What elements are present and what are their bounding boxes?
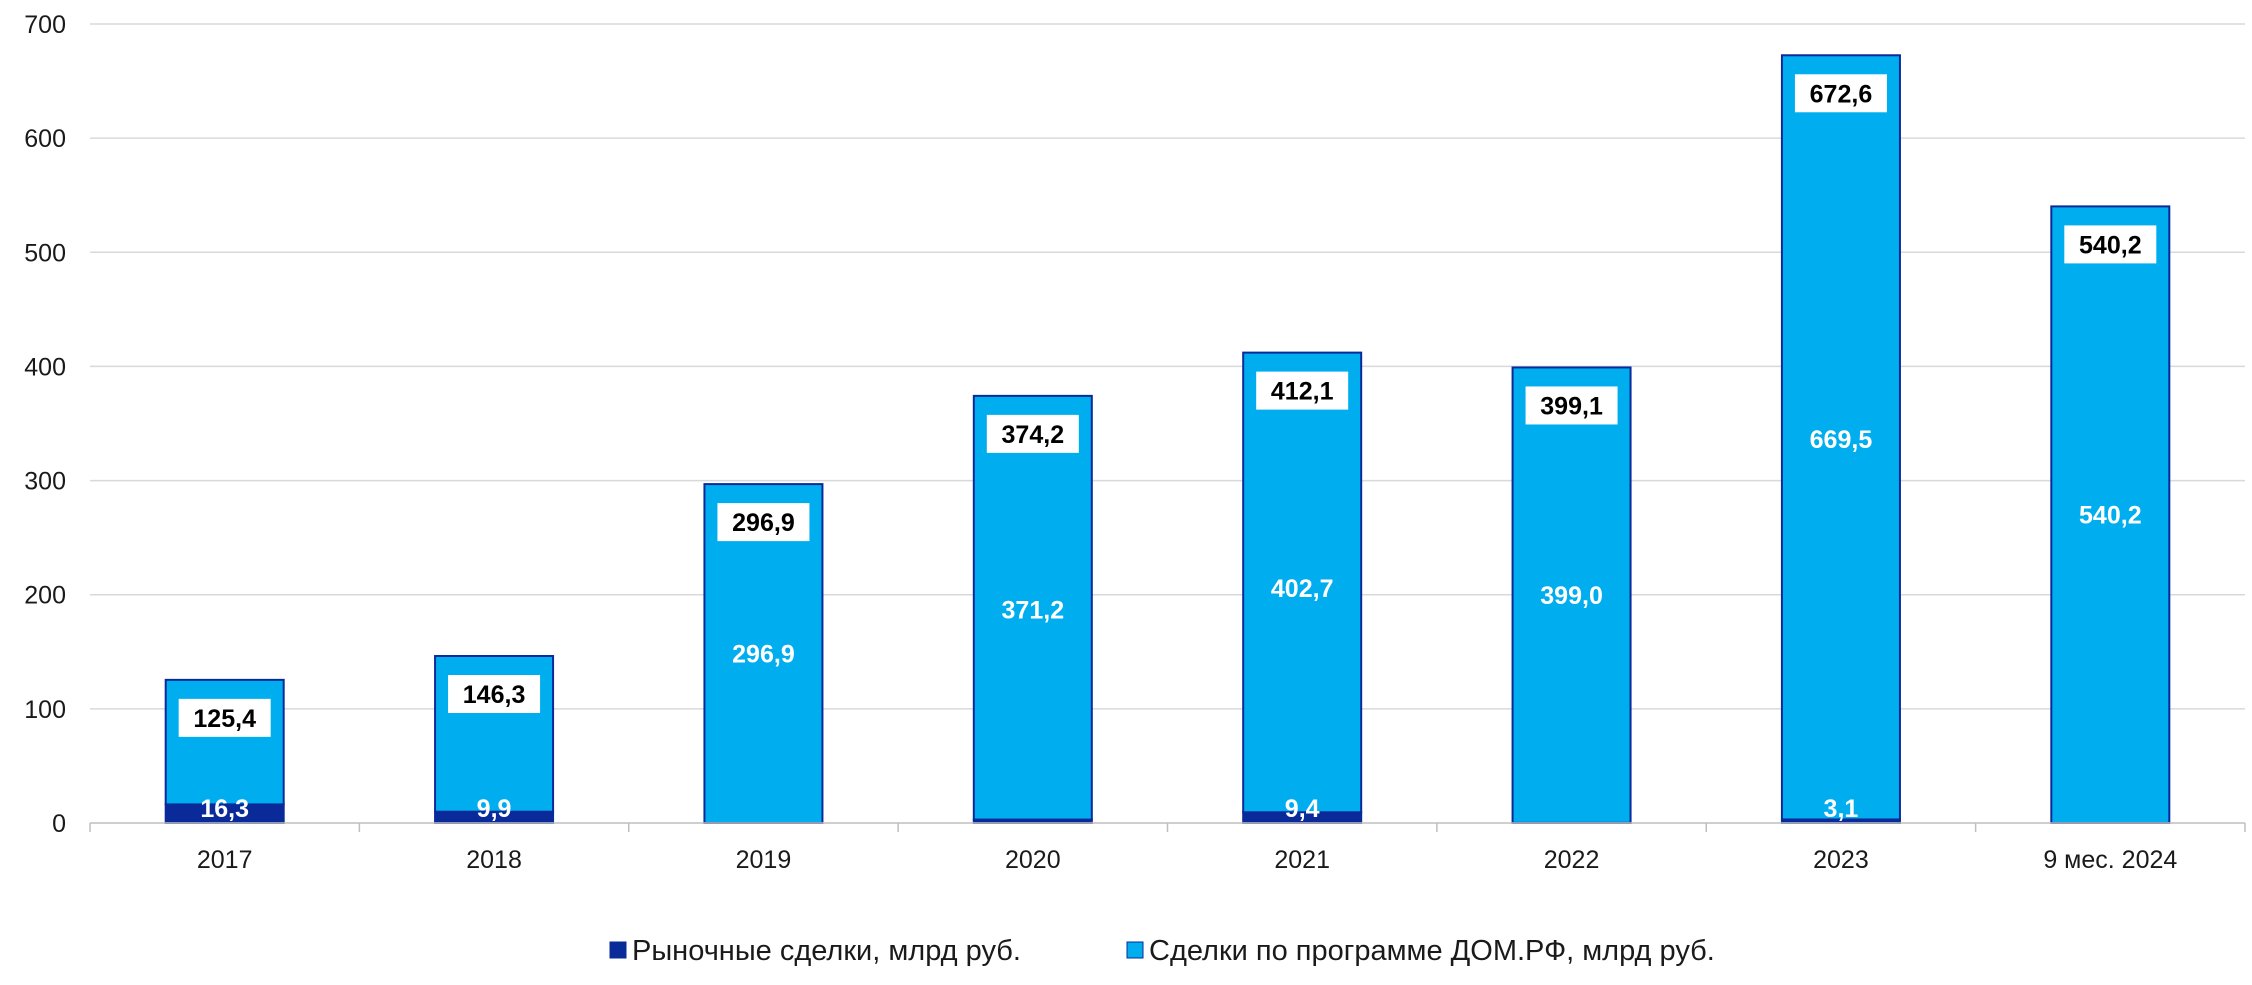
gridlines (90, 24, 2245, 709)
total-label: 412,1 (1271, 378, 1334, 406)
y-tick-label: 600 (24, 125, 66, 153)
bar-segment-domrf (166, 680, 284, 805)
y-tick-label: 300 (24, 468, 66, 496)
x-tick-label: 2017 (197, 846, 253, 874)
y-tick-label: 500 (24, 239, 66, 267)
legend: Рыночные сделки, млрд руб. Сделки по прог… (610, 935, 1715, 967)
y-tick-label: 700 (24, 11, 66, 39)
x-tick-label: 9 мес. 2024 (2043, 846, 2177, 874)
y-tick-label: 100 (24, 696, 66, 724)
total-label: 374,2 (1002, 421, 1065, 449)
total-label: 296,9 (732, 509, 795, 537)
data-label-domrf: 669,5 (1810, 426, 1873, 454)
legend-swatch (610, 942, 626, 958)
x-tick-label: 2021 (1274, 846, 1330, 874)
x-axis: 2017 2018 2019 2020 2021 2022 2023 9 мес. 2024 (90, 823, 2245, 874)
total-label: 399,1 (1540, 392, 1603, 420)
data-label-domrf: 540,2 (2079, 502, 2142, 530)
x-tick-label: 2018 (466, 846, 522, 874)
total-label: 146,3 (463, 681, 526, 709)
x-tick-label: 2019 (736, 846, 792, 874)
y-tick-label: 200 (24, 582, 66, 610)
data-label-market: 3,1 (1824, 795, 1859, 823)
data-label-domrf: 399,0 (1540, 582, 1603, 610)
x-tick-label: 2020 (1005, 846, 1061, 874)
x-tick-label: 2022 (1544, 846, 1600, 874)
y-tick-label: 400 (24, 353, 66, 381)
legend-label: Рыночные сделки, млрд руб. (632, 935, 1021, 967)
data-label-market: 9,4 (1285, 795, 1320, 823)
total-label: 125,4 (193, 705, 256, 733)
total-label: 540,2 (2079, 231, 2142, 259)
x-tick-label: 2023 (1813, 846, 1869, 874)
data-label-market: 16,3 (200, 795, 249, 823)
legend-label: Сделки по программе ДОМ.РФ, млрд руб. (1149, 935, 1715, 967)
legend-swatch (1127, 942, 1143, 958)
y-axis: 0 100 200 300 400 500 600 700 (24, 11, 66, 838)
data-label-domrf: 371,2 (1002, 596, 1065, 624)
total-label: 672,6 (1810, 80, 1873, 108)
y-tick-label: 0 (52, 810, 66, 838)
data-label-domrf: 296,9 (732, 641, 795, 669)
data-label-domrf: 402,7 (1271, 575, 1334, 603)
data-label-market: 9,9 (477, 795, 512, 823)
